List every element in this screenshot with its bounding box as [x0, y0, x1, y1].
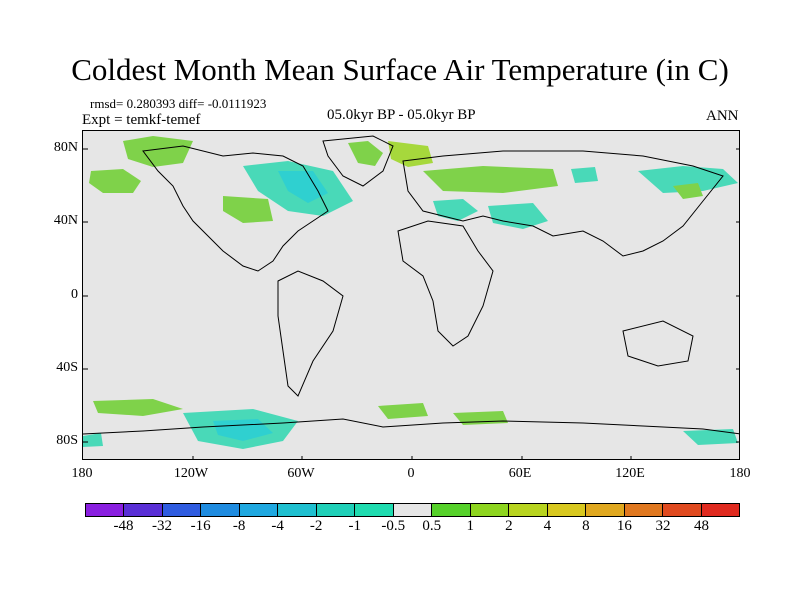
map-plot: [82, 130, 740, 460]
stats-label: rmsd= 0.280393 diff= -0.0111923: [90, 96, 267, 111]
experiment-label: Expt = temkf-temef: [82, 112, 201, 128]
coast-africa: [397, 220, 494, 347]
colorbar-swatch: [355, 504, 394, 516]
x-tick-120w: 120W: [173, 466, 209, 481]
colorbar-swatch: [701, 504, 739, 516]
colorbar-label: -2: [309, 518, 323, 534]
patch-scandinavia: [388, 141, 433, 167]
patch-kamchatka: [673, 183, 703, 199]
colorbar-swatch: [124, 504, 163, 516]
colorbar-swatch: [509, 504, 548, 516]
x-tick-0: 0: [407, 466, 415, 481]
coast-south-america: [277, 270, 344, 397]
colorbar-label: -1: [348, 518, 361, 534]
y-tick-80s: 80S: [56, 433, 78, 448]
colorbar-swatch: [316, 504, 356, 516]
colorbar-label: -8: [232, 518, 246, 534]
colorbar-swatch: [201, 504, 240, 516]
patch-canada-green: [223, 196, 273, 223]
colorbar: [85, 503, 740, 517]
patch-south-atlantic: [378, 403, 428, 419]
x-tick-180e: 180: [729, 466, 751, 481]
coast-antarctica: [83, 418, 739, 435]
patch-antarctic-green: [93, 399, 183, 416]
colorbar-swatch: [470, 504, 510, 516]
patch-indian-southern: [453, 411, 508, 425]
patch-siberia-west: [89, 169, 141, 193]
colorbar-label: 48: [693, 518, 709, 534]
coast-australia: [622, 320, 694, 367]
x-tick-180w: 180: [71, 466, 93, 481]
coast-greenland: [322, 135, 394, 187]
x-tick-60e: 60E: [508, 466, 532, 481]
colorbar-label: -4: [271, 518, 284, 534]
coast-europe-asia: [402, 150, 724, 257]
colorbar-label: 32: [655, 518, 671, 534]
colorbar-label: 8: [582, 518, 590, 534]
y-tick-0: 0: [71, 287, 78, 302]
anomaly-patches: [83, 136, 738, 449]
colorbar-label: -48: [113, 518, 134, 534]
colorbar-swatch: [393, 504, 433, 516]
patch-antarctic-west: [83, 433, 103, 447]
patch-central-asia: [488, 203, 548, 229]
colorbar-swatch: [86, 504, 125, 516]
colorbar-swatch: [547, 504, 587, 516]
y-tick-40s: 40S: [56, 360, 78, 375]
patch-canada-cyan: [278, 171, 328, 203]
colorbar-label: 0.5: [422, 518, 442, 534]
coast-north-america: [142, 145, 329, 272]
colorbar-label: 1: [466, 518, 475, 534]
colorbar-label: -0.5: [381, 518, 406, 534]
coastlines: [83, 135, 739, 435]
y-tick-80n: 80N: [53, 140, 78, 155]
colorbar-label: 4: [543, 518, 552, 534]
y-tick-40n: 40N: [53, 213, 78, 228]
map-title: Coldest Month Mean Surface Air Temperatu…: [71, 52, 729, 87]
colorbar-label: 2: [505, 518, 513, 534]
patch-europe-teal: [433, 199, 478, 221]
patch-russia: [423, 166, 558, 193]
colorbar-swatch: [624, 504, 664, 516]
colorbar-swatch: [162, 504, 202, 516]
colorbar-swatch: [432, 504, 471, 516]
patch-ross: [683, 429, 738, 445]
patch-arctic-east: [571, 167, 598, 183]
x-tick-120e: 120E: [615, 466, 645, 481]
patch-greenland: [348, 141, 383, 166]
season-label: ANN: [706, 108, 739, 124]
colorbar-swatch: [586, 504, 625, 516]
colorbar-swatch: [239, 504, 279, 516]
world-map: [83, 135, 739, 459]
x-tick-60w: 60W: [287, 466, 315, 481]
patch-alaska: [123, 136, 193, 167]
colorbar-label: 16: [616, 518, 632, 534]
colorbar-swatch: [278, 504, 317, 516]
colorbar-swatch: [663, 504, 702, 516]
colorbar-label: -32: [152, 518, 173, 534]
axis-ticks: [83, 148, 739, 459]
colorbar-label: -16: [190, 518, 211, 534]
period-label: 05.0kyr BP - 05.0kyr BP: [327, 107, 476, 123]
